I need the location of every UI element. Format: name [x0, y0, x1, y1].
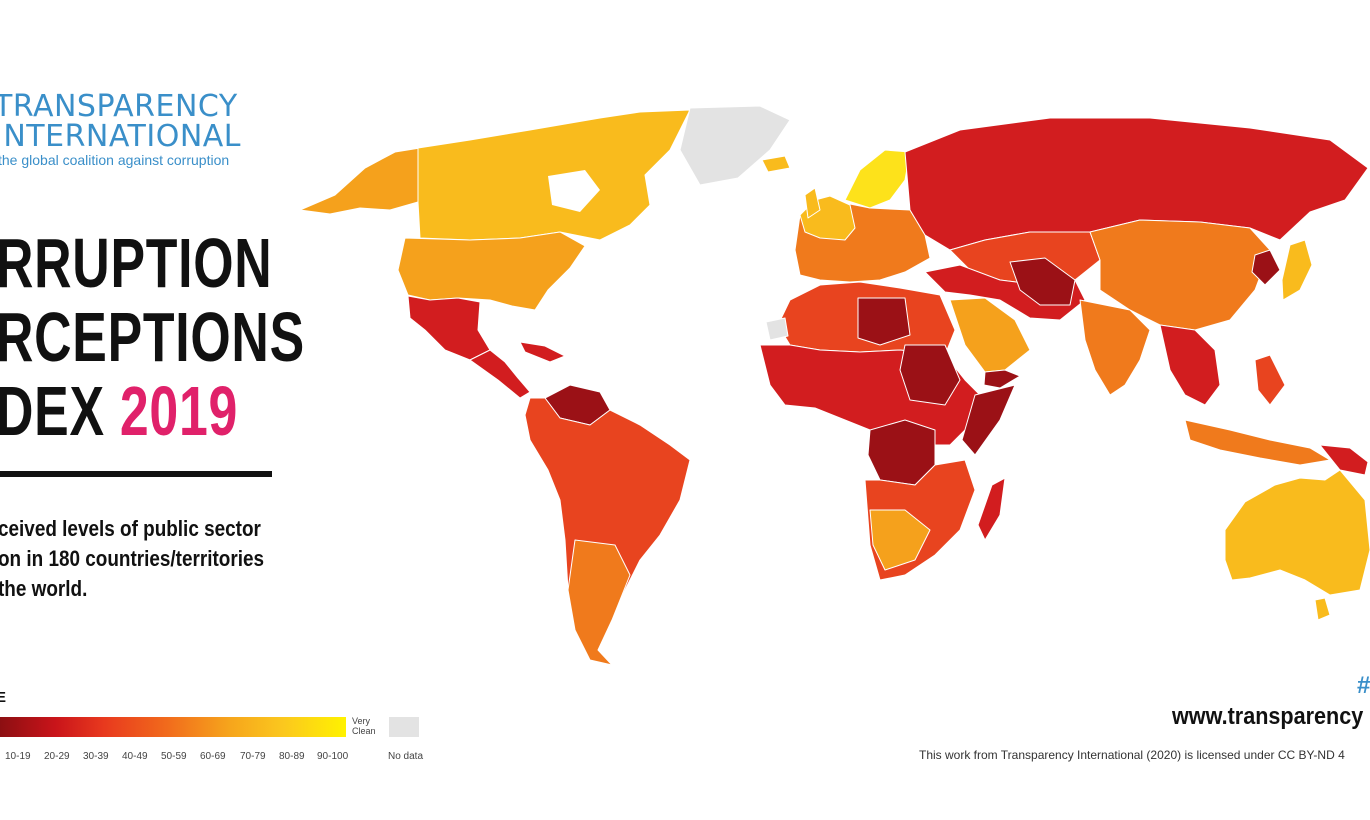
region-scandinavia[interactable] — [844, 149, 911, 209]
title-divider — [0, 471, 272, 477]
region-sudan[interactable] — [899, 344, 961, 406]
region-philippines[interactable] — [1254, 354, 1286, 406]
legend-tick: 70-79 — [240, 751, 266, 762]
legend-tick: 80-89 — [279, 751, 305, 762]
region-usa[interactable] — [397, 231, 586, 311]
region-caribbean[interactable] — [519, 341, 566, 363]
legend-tick: 10-19 — [5, 751, 31, 762]
title-line-3: DEX 2019 — [0, 376, 238, 446]
region-indonesia[interactable] — [1184, 419, 1331, 466]
region-north-korea[interactable] — [1251, 249, 1281, 286]
legend-tick: 40-49 — [122, 751, 148, 762]
description-line-2: on in 180 countries/territories — [0, 546, 265, 571]
region-india[interactable] — [1079, 299, 1151, 396]
region-arabia[interactable] — [949, 297, 1031, 373]
legend-very-clean: Very Clean — [352, 716, 376, 736]
region-canada[interactable] — [417, 109, 691, 241]
region-somalia[interactable] — [961, 384, 1016, 456]
region-china[interactable] — [1089, 219, 1271, 331]
legend-tick: 30-39 — [83, 751, 109, 762]
region-japan[interactable] — [1281, 239, 1313, 301]
region-central-america[interactable] — [469, 349, 531, 399]
region-papua-new-guinea[interactable] — [1319, 444, 1369, 476]
region-southeast-asia[interactable] — [1159, 324, 1221, 406]
title-line-2: RCEPTIONS — [0, 298, 305, 376]
region-new-zealand[interactable] — [1314, 597, 1331, 621]
region-libya[interactable] — [857, 297, 911, 346]
region-namibia-botswana[interactable] — [869, 509, 931, 571]
region-yemen[interactable] — [983, 369, 1021, 389]
legend-tick: 20-29 — [44, 751, 70, 762]
description-line-1: ceived levels of public sector — [0, 516, 261, 541]
license-notice: This work from Transparency Internationa… — [919, 748, 1345, 762]
hashtag: # — [1357, 672, 1370, 699]
region-uk[interactable] — [804, 187, 821, 219]
legend-no-data-swatch — [389, 717, 419, 737]
legend-very-clean-line-2: Clean — [352, 726, 376, 736]
legend-title: E — [0, 689, 7, 706]
description-line-3: the world. — [0, 576, 88, 601]
legend-tick: 50-59 — [161, 751, 187, 762]
region-middle-east[interactable] — [924, 264, 1086, 321]
title-index-word: DEX — [0, 372, 120, 450]
region-afghanistan[interactable] — [1009, 257, 1076, 306]
region-western-sahara[interactable] — [765, 317, 789, 341]
title-line-1: RRUPTION — [0, 224, 273, 302]
region-greenland[interactable] — [679, 105, 791, 186]
logo-tagline: the global coalition against corruption — [0, 152, 230, 168]
region-argentina[interactable] — [567, 539, 631, 666]
region-iceland[interactable] — [761, 155, 791, 173]
logo-line-2: INTERNATIONAL — [0, 119, 242, 154]
region-australia[interactable] — [1224, 469, 1370, 596]
legend-color-scale — [0, 717, 346, 737]
logo-line-1: TRANSPARENCY — [0, 89, 238, 124]
legend-tick: 90-100 — [317, 751, 349, 762]
region-mexico[interactable] — [407, 295, 491, 361]
legend-tick: 60-69 — [200, 751, 226, 762]
region-alaska[interactable] — [299, 147, 421, 215]
legend-no-data-label: No data — [388, 751, 424, 762]
title-year: 2019 — [119, 372, 239, 450]
region-madagascar[interactable] — [977, 477, 1006, 541]
legend-very-clean-line-1: Very — [352, 716, 371, 726]
website-url[interactable]: www.transparency — [1172, 703, 1364, 730]
